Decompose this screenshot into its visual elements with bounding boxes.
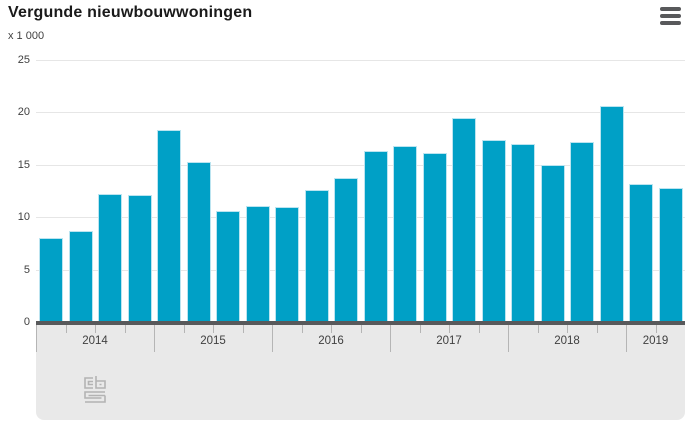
x-axis-tick: [360, 325, 362, 333]
bar-2019-q2[interactable]: [658, 187, 683, 322]
x-axis-year-label-2016: 2016: [318, 335, 344, 347]
gridline: [36, 217, 685, 219]
x-axis-tick: [655, 325, 657, 333]
bar-2017-q2[interactable]: [422, 153, 447, 322]
x-axis-year-separator: [154, 325, 155, 352]
cbs-logo: [84, 376, 106, 403]
x-axis-year-separator: [626, 325, 627, 352]
cbs-logo-letter-c: [84, 377, 93, 389]
hamburger-icon: [660, 14, 681, 18]
bar-2014-q4[interactable]: [127, 195, 152, 322]
x-axis-tick: [537, 325, 539, 333]
x-axis-year-separator: [36, 325, 37, 352]
y-axis-label: 15: [17, 158, 30, 171]
cbs-logo-letter-b: [95, 376, 106, 389]
x-axis-tick: [301, 325, 303, 333]
bar-2017-q1[interactable]: [393, 145, 417, 322]
gridline: [36, 112, 685, 114]
x-axis-panel: 2014 2015 2016 2017 2018 2019: [36, 325, 685, 420]
x-axis-year-label-2017: 2017: [436, 335, 462, 347]
x-axis-tick: [419, 325, 421, 333]
x-axis-year-separator: [508, 325, 509, 352]
bar-2014-q1[interactable]: [39, 238, 63, 322]
bar-2015-q1[interactable]: [157, 130, 181, 322]
axis-unit-label: x 1 000: [8, 30, 45, 42]
x-axis-tick: [124, 325, 126, 333]
bar-2016-q1[interactable]: [275, 206, 299, 322]
bar-2015-q4[interactable]: [245, 205, 270, 322]
bar-2014-q2[interactable]: [68, 230, 93, 322]
y-axis-label: 5: [23, 263, 30, 276]
chart-menu-button[interactable]: [660, 6, 682, 26]
y-axis-label: 20: [17, 106, 30, 119]
bar-2018-q1[interactable]: [511, 143, 535, 322]
bar-2018-q2[interactable]: [540, 164, 565, 322]
cbs-logo-letter-s: [84, 391, 106, 403]
x-axis-tick: [65, 325, 67, 333]
bar-2019-q1[interactable]: [629, 183, 653, 322]
bar-2016-q2[interactable]: [304, 190, 329, 322]
x-axis-tick: [242, 325, 244, 333]
bar-2017-q3[interactable]: [452, 117, 476, 322]
x-axis-year-label-2014: 2014: [82, 335, 108, 347]
x-axis-tick: [478, 325, 480, 333]
bar-2016-q4[interactable]: [363, 151, 388, 322]
x-axis-year-label-2015: 2015: [200, 335, 226, 347]
bar-2015-q3[interactable]: [216, 210, 240, 322]
bar-2017-q4[interactable]: [481, 139, 506, 322]
x-axis-tick: [213, 325, 214, 333]
x-axis-tick: [596, 325, 598, 333]
gridline: [36, 269, 685, 271]
x-axis-tick: [95, 325, 96, 333]
x-axis-year-separator: [272, 325, 273, 352]
hamburger-icon: [660, 21, 681, 25]
y-axis-label: 25: [17, 54, 30, 66]
bar-2018-q4[interactable]: [599, 106, 624, 322]
bar-2018-q3[interactable]: [570, 141, 594, 322]
x-axis-tick: [449, 325, 450, 333]
x-axis-tick: [183, 325, 185, 333]
y-axis-label: 10: [17, 211, 30, 224]
gridline: [36, 164, 685, 166]
y-axis-label: 0: [23, 316, 30, 328]
gridline: [36, 60, 685, 61]
x-axis-year-label-2018: 2018: [554, 335, 580, 347]
chart-title: Vergunde nieuwbouwwoningen: [8, 4, 253, 21]
bar-2015-q2[interactable]: [186, 161, 211, 322]
bar-2014-q3[interactable]: [98, 194, 122, 322]
x-axis-line: [36, 321, 685, 325]
x-axis-year-separator: [390, 325, 391, 352]
hamburger-icon: [660, 7, 681, 11]
x-axis-tick: [331, 325, 332, 333]
x-axis-year-label-2019: 2019: [642, 335, 669, 347]
x-axis-tick: [567, 325, 568, 333]
bar-2016-q3[interactable]: [334, 178, 358, 322]
